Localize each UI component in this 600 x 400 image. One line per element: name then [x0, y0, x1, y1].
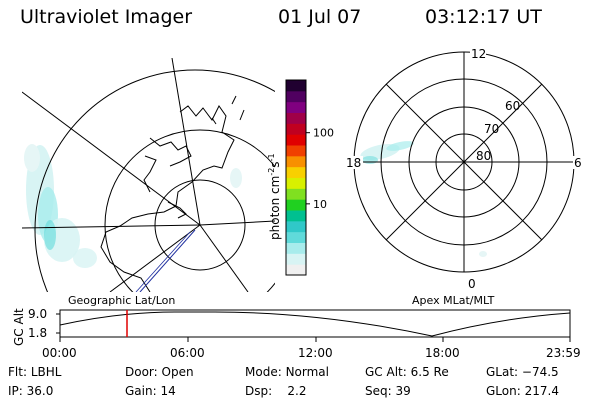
- lat-circle-outer: [34, 69, 275, 292]
- colorbar-swatch: [286, 231, 306, 243]
- alt-ylabel: GC Alt: [12, 308, 26, 346]
- lat-label-80: 80: [476, 149, 491, 163]
- colorbar-frame: [285, 79, 307, 276]
- colorbar-swatch: [286, 166, 306, 178]
- alt-xtick-3: 18:00: [425, 346, 460, 360]
- colorbar-swatch: [286, 90, 306, 103]
- colorbar-swatch: [286, 80, 306, 92]
- altitude-plot: 9.0 1.8 GC Alt 00:00 06:00 12:00 18:00 2…: [12, 307, 581, 360]
- alt-xtick-0: 00:00: [42, 346, 77, 360]
- colorbar-swatch: [286, 188, 306, 200]
- lat-circle-mid: [104, 129, 275, 292]
- altitude-curve: [59, 311, 571, 337]
- colorbar: 100 10: [285, 79, 334, 276]
- alt-xtick-4: 23:59: [546, 346, 581, 360]
- apex-map: [353, 51, 575, 273]
- colorbar-unit-label: photon cm-2s-1: [267, 153, 282, 240]
- info-glat: GLat: −74.5: [486, 365, 559, 379]
- window-title: Ultraviolet Imager: [20, 6, 193, 28]
- left-map-label: Geographic Lat/Lon: [68, 294, 175, 307]
- alt-ytick-top: 9.0: [28, 307, 47, 321]
- mlt-label-18: 18: [346, 156, 361, 170]
- info-mode: Mode: Normal: [245, 365, 329, 379]
- info-ip: IP: 36.0: [8, 384, 54, 398]
- colorbar-swatch: [286, 242, 306, 254]
- colorbar-swatch: [286, 264, 306, 276]
- mlt-label-0: 0: [468, 277, 476, 291]
- colorbar-swatch: [286, 134, 306, 146]
- mlt-label-12: 12: [471, 47, 486, 61]
- alt-xtick-1: 06:00: [170, 346, 205, 360]
- info-gcalt: GC Alt: 6.5 Re: [365, 365, 449, 379]
- lat-circle-inner: [154, 179, 246, 271]
- colorbar-swatch: [286, 177, 306, 189]
- colorbar-swatch: [286, 123, 306, 135]
- info-dsp: Dsp: 2.2: [245, 384, 307, 398]
- colorbar-swatch: [286, 101, 306, 113]
- colorbar-swatch: [286, 210, 306, 222]
- date-readout: 01 Jul 07: [278, 6, 362, 28]
- lat-label-60: 60: [505, 99, 520, 113]
- right-map-label: Apex MLat/MLT: [412, 294, 495, 307]
- coastline: [100, 105, 235, 292]
- colorbar-swatch: [286, 145, 306, 157]
- colorbar-tick-label: 100: [313, 127, 334, 140]
- info-seq: Seq: 39: [365, 384, 411, 398]
- colorbar-swatch: [286, 220, 306, 233]
- info-flt: Flt: LBHL: [8, 365, 62, 379]
- alt-ytick-bottom: 1.8: [28, 326, 47, 340]
- colorbar-swatch: [286, 199, 306, 211]
- info-door: Door: Open: [125, 365, 194, 379]
- colorbar-swatch: [286, 112, 306, 124]
- right-aurora-emission: [360, 141, 487, 257]
- time-readout: 03:12:17 UT: [425, 6, 542, 28]
- mlt-label-6: 6: [574, 156, 582, 170]
- left-aurora-emission: [24, 144, 242, 268]
- lat-label-70: 70: [484, 122, 499, 136]
- geographic-map: [22, 58, 275, 292]
- colorbar-tick-label: 10: [313, 198, 327, 211]
- alt-xtick-2: 12:00: [298, 346, 333, 360]
- colorbar-swatch: [286, 155, 306, 168]
- info-glon: GLon: 217.4: [486, 384, 559, 398]
- info-gain: Gain: 14: [125, 384, 176, 398]
- colorbar-swatch: [286, 253, 306, 265]
